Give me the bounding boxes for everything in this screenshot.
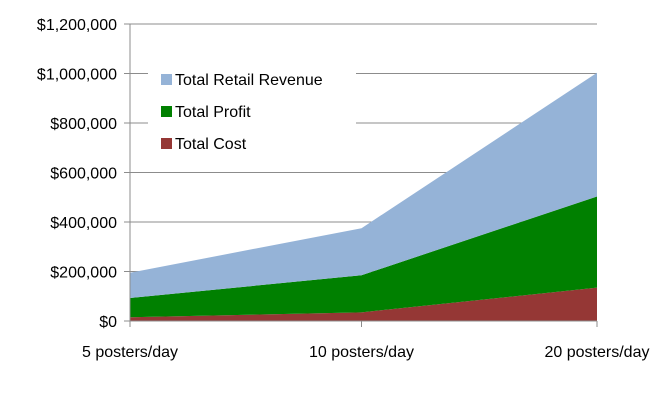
- axes: $0 $200,000 $400,000 $600,000 $800,000 $1,000…: [37, 17, 650, 361]
- point-total-retail-revenue: [596, 72, 598, 74]
- legend-box: [148, 63, 356, 163]
- y-tick-label: $1,200,000: [37, 17, 117, 34]
- legend-label: Total Retail Revenue: [175, 72, 323, 89]
- legend-swatch: [161, 74, 172, 85]
- y-tick-label: $200,000: [50, 265, 117, 282]
- legend-label: Total Cost: [175, 136, 247, 153]
- y-tick-label: $1,000,000: [37, 67, 117, 84]
- area-total-profit: [130, 196, 597, 318]
- legend: Total Retail Revenue Total Profit Total Co…: [148, 63, 356, 163]
- y-tick-label: $0: [99, 314, 117, 331]
- legend-label: Total Profit: [175, 104, 251, 121]
- point-total-retail-revenue: [361, 227, 363, 229]
- plot-areas: [130, 72, 598, 321]
- x-tick-label: 10 posters/day: [309, 344, 414, 361]
- legend-swatch: [161, 138, 172, 149]
- y-tick-label: $400,000: [50, 215, 117, 232]
- legend-swatch: [161, 106, 172, 117]
- x-tick-label: 20 posters/day: [545, 344, 650, 361]
- y-tick-label: $800,000: [50, 116, 117, 133]
- area-total-retail-revenue: [130, 72, 597, 298]
- area-total-cost: [130, 287, 597, 321]
- y-tick-label: $600,000: [50, 166, 117, 183]
- x-tick-label: 5 posters/day: [82, 344, 178, 361]
